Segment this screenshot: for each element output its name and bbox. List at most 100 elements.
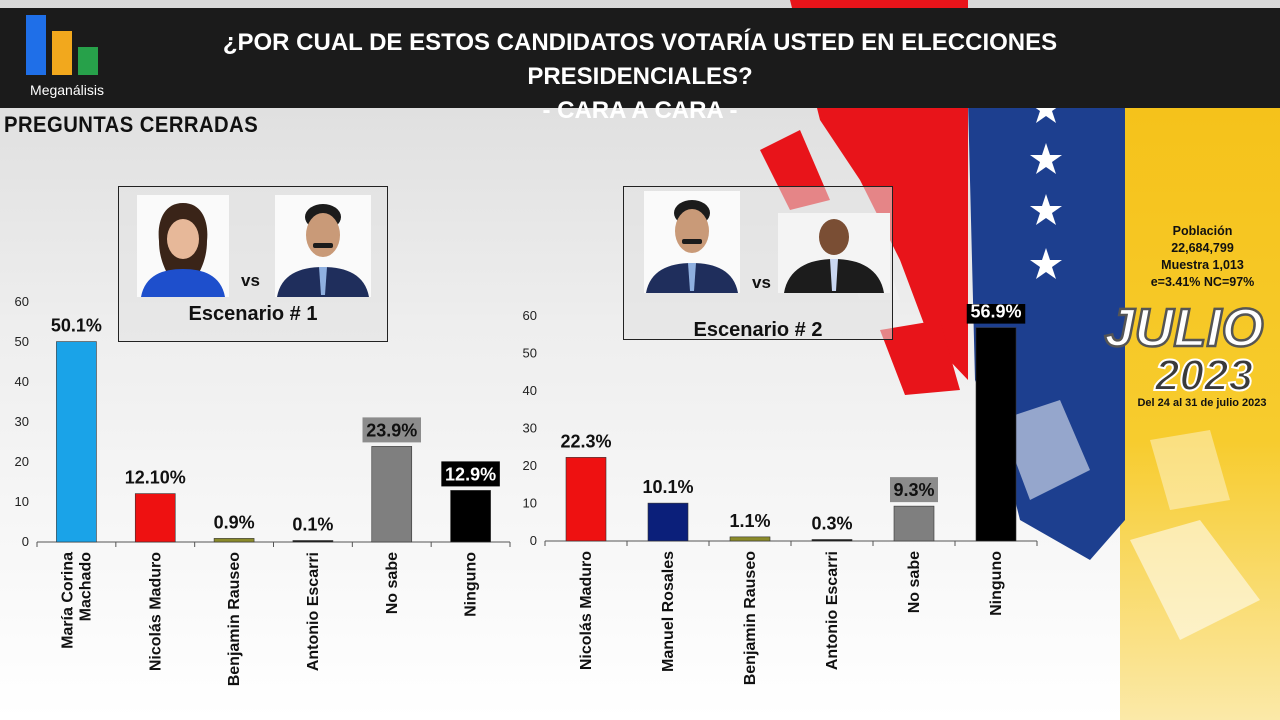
portrait-maduro — [275, 195, 371, 297]
data-label: 10.1% — [642, 477, 693, 497]
badge-dates: Del 24 al 31 de julio 2023 — [1137, 397, 1267, 409]
category-label: Benjamin Rauseo — [226, 552, 243, 686]
category-label: María CorinaMachado — [59, 552, 94, 649]
portrait-maduro-2 — [644, 191, 740, 293]
category-label-line: Manuel Rosales — [660, 551, 677, 672]
category-label-line: Ninguno — [463, 552, 480, 617]
category-label-text: Antonio Escarri — [305, 552, 322, 671]
category-label-line: Benjamin Rauseo — [226, 552, 243, 686]
badge-month: JULIO — [1104, 298, 1263, 358]
y-tick-label: 30 — [523, 421, 537, 436]
category-label-line: Ninguno — [988, 551, 1005, 616]
bar-5 — [975, 327, 1017, 542]
bar-3 — [811, 539, 853, 542]
y-tick-label: 50 — [15, 334, 29, 349]
category-label: Manuel Rosales — [660, 551, 677, 672]
y-tick-label: 10 — [15, 494, 29, 509]
y-tick-label: 20 — [15, 454, 29, 469]
y-tick-label: 60 — [15, 294, 29, 309]
chart-scenario-2: 0 10 20 30 40 50 60 22.3% Nicolás Maduro 10.1% Man… — [523, 304, 1038, 685]
logo-bar-blue — [26, 15, 46, 75]
data-label-bg — [890, 477, 938, 503]
category-label: No sabe — [906, 551, 923, 613]
category-label-line: María Corina — [59, 552, 76, 649]
logo-text: Meganálisis — [30, 82, 104, 98]
data-label: 0.9% — [214, 512, 255, 532]
subheading: PREGUNTAS CERRADAS — [4, 112, 259, 137]
data-label: 0.3% — [811, 514, 852, 534]
bar-5 — [450, 490, 491, 543]
category-label-text: Ninguno — [463, 552, 480, 617]
category-label-text: Antonio Escarri — [824, 551, 841, 670]
category-label-line: Nicolás Maduro — [578, 551, 595, 670]
data-label: 22.3% — [560, 431, 611, 451]
info-error: e=3.41% NC=97% — [1150, 275, 1255, 289]
bar-0 — [56, 341, 97, 543]
bar-2 — [213, 538, 255, 543]
category-label-text: Benjamin Rauseo — [226, 552, 243, 686]
category-label-text: Ninguno — [988, 551, 1005, 616]
bar-3 — [292, 540, 334, 543]
title-line-1: ¿POR CUAL DE ESTOS CANDIDATOS VOTARÍA US… — [222, 29, 1058, 90]
data-label: 9.3% — [893, 480, 934, 500]
meganalisis-logo: Meganálisis — [22, 15, 112, 103]
bar-4 — [893, 505, 935, 542]
julio-2023-badge: JULIO 2023 — [1103, 297, 1265, 396]
logo-bar-green — [78, 47, 98, 75]
info-population-value: 22,684,799 — [1171, 241, 1234, 255]
bar-0 — [565, 457, 607, 542]
category-label: Antonio Escarri — [305, 552, 322, 671]
chart-scenario-1: 0 10 20 30 40 50 60 50.1% María CorinaMachado 12.… — [15, 294, 511, 686]
data-label: 0.1% — [292, 515, 333, 535]
category-label: Antonio Escarri — [824, 551, 841, 670]
y-tick-label: 30 — [15, 414, 29, 429]
category-label-line: No sabe — [906, 551, 923, 613]
y-tick-label: 20 — [523, 458, 537, 473]
category-label-line: Antonio Escarri — [824, 551, 841, 670]
scenario-1-vs: vs — [241, 271, 260, 290]
data-label: 1.1% — [729, 511, 770, 531]
data-label: 12.9% — [445, 464, 496, 484]
scenario-2-vs: vs — [752, 273, 771, 292]
bar-4 — [371, 446, 413, 543]
scenario-2-label: Escenario # 2 — [693, 319, 823, 341]
category-label-line: No sabe — [384, 552, 401, 614]
data-label: 56.9% — [970, 304, 1021, 322]
category-label: Benjamin Rauseo — [742, 551, 759, 685]
category-label-text: No sabe — [384, 552, 401, 614]
survey-info: Población 22,684,799 Muestra 1,013 e=3.4… — [1140, 223, 1265, 291]
y-tick-label: 10 — [523, 496, 537, 511]
data-label-bg — [441, 461, 500, 487]
category-label-line: Benjamin Rauseo — [742, 551, 759, 685]
header-bar: Meganálisis ¿POR CUAL DE ESTOS CANDIDATO… — [0, 8, 1280, 124]
y-tick-label: 0 — [22, 534, 29, 549]
category-label-line: Nicolás Maduro — [147, 552, 164, 671]
category-label-text: Manuel Rosales — [660, 551, 677, 672]
bar-1 — [134, 493, 176, 543]
category-label: Nicolás Maduro — [147, 552, 164, 671]
portrait-machado — [137, 195, 229, 297]
category-label-text: Nicolás Maduro — [147, 552, 164, 671]
category-label-text: María CorinaMachado — [59, 552, 94, 649]
scenario-1-box: vs Escenario # 1 — [118, 186, 388, 342]
category-label-line: Antonio Escarri — [305, 552, 322, 671]
data-label: 50.1% — [51, 316, 102, 336]
info-population-label: Población — [1172, 224, 1233, 238]
y-tick-label: 60 — [523, 308, 537, 323]
y-tick-label: 0 — [530, 533, 537, 548]
category-label-text: Benjamin Rauseo — [742, 551, 759, 685]
category-label: Nicolás Maduro — [578, 551, 595, 670]
category-label: Ninguno — [988, 551, 1005, 616]
data-label-bg — [362, 417, 421, 443]
data-label: 23.9% — [366, 420, 417, 440]
category-label-line: Machado — [77, 552, 94, 622]
category-label-text: Nicolás Maduro — [578, 551, 595, 670]
page-title: ¿POR CUAL DE ESTOS CANDIDATOS VOTARÍA US… — [120, 26, 1160, 128]
logo-bar-orange — [52, 31, 72, 75]
title-line-2: - CARA A CARA - — [542, 97, 738, 124]
bar-2 — [729, 536, 771, 542]
badge-year: 2023 — [1154, 351, 1253, 396]
y-tick-label: 40 — [523, 383, 537, 398]
data-label: 12.10% — [125, 468, 186, 488]
scenario-2-box: vs Escenario # 2 — [623, 186, 893, 341]
